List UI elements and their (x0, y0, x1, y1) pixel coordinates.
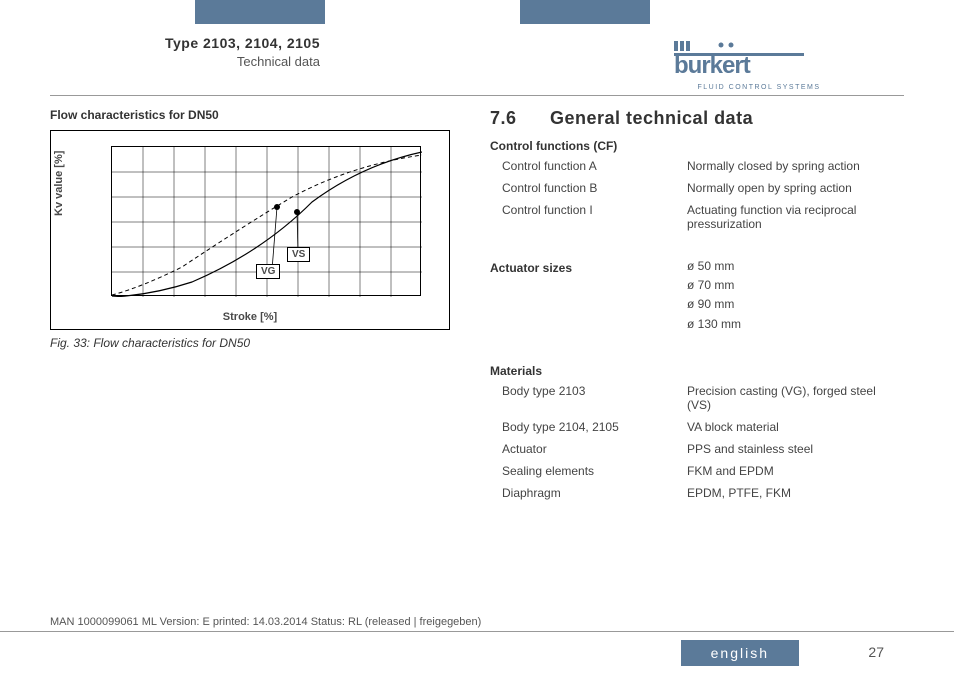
group-value: ø 50 mmø 70 mmø 90 mmø 130 mm (687, 257, 900, 334)
data-row: Control function ANormally closed by spr… (490, 159, 900, 173)
data-row: Body type 2104, 2105VA block material (490, 420, 900, 434)
section-heading: 7.6General technical data (490, 108, 900, 129)
data-value: Actuating function via reciprocal pressu… (687, 203, 900, 231)
data-key: Control function A (502, 159, 687, 173)
data-key: Body type 2103 (502, 384, 687, 412)
svg-text:burkert: burkert (674, 52, 751, 77)
data-row: Body type 2103Precision casting (VG), fo… (490, 384, 900, 412)
data-key: Actuator (502, 442, 687, 456)
group-title: Actuator sizes (490, 261, 687, 328)
burkert-logo-icon: burkert (674, 35, 844, 77)
data-value: Normally open by spring action (687, 181, 900, 195)
group-title: Materials (490, 364, 900, 378)
data-value: PPS and stainless steel (687, 442, 900, 456)
doc-type: Type 2103, 2104, 2105 (110, 35, 320, 51)
right-column: 7.6General technical data Control functi… (480, 108, 900, 526)
header: Type 2103, 2104, 2105 Technical data bur… (0, 35, 954, 90)
data-value: Precision casting (VG), forged steel (VS… (687, 384, 900, 412)
data-value: Normally closed by spring action (687, 159, 900, 173)
group-title: Control functions (CF) (490, 139, 900, 153)
flow-chart: Kv value [%] Stroke [%] VS VG (50, 130, 450, 330)
data-key: Sealing elements (502, 464, 687, 478)
data-row: Control function BNormally open by sprin… (490, 181, 900, 195)
vg-label: VG (256, 264, 280, 279)
left-column: Flow characteristics for DN50 Kv value [… (50, 108, 480, 526)
data-value: VA block material (687, 420, 900, 434)
top-accent-bars (0, 0, 954, 24)
header-rule (50, 95, 904, 96)
vs-label: VS (287, 247, 310, 262)
data-key: Body type 2104, 2105 (502, 420, 687, 434)
data-value: EPDM, PTFE, FKM (687, 486, 900, 500)
logo: burkert FLUID CONTROL SYSTEMS (674, 35, 844, 91)
data-value: FKM and EPDM (687, 464, 900, 478)
x-axis-label: Stroke [%] (223, 311, 277, 323)
chart-title: Flow characteristics for DN50 (50, 108, 480, 122)
footer-meta: MAN 1000099061 ML Version: E printed: 14… (50, 616, 481, 628)
accent-bar (195, 0, 325, 24)
doc-section: Technical data (110, 54, 320, 69)
data-key: Control function B (502, 181, 687, 195)
data-row: ActuatorPPS and stainless steel (490, 442, 900, 456)
logo-tagline: FLUID CONTROL SYSTEMS (674, 84, 844, 91)
data-row: Control function IActuating function via… (490, 203, 900, 231)
accent-bar (520, 0, 650, 24)
language-badge: english (681, 640, 799, 666)
header-text: Type 2103, 2104, 2105 Technical data (110, 35, 320, 69)
heading-number: 7.6 (490, 108, 550, 129)
heading-text: General technical data (550, 108, 753, 128)
page-number: 27 (868, 644, 884, 660)
data-key: Diaphragm (502, 486, 687, 500)
figure-caption: Fig. 33: Flow characteristics for DN50 (50, 336, 480, 350)
data-row: Sealing elementsFKM and EPDM (490, 464, 900, 478)
footer: english 27 (0, 631, 954, 673)
data-row: DiaphragmEPDM, PTFE, FKM (490, 486, 900, 500)
data-key: Control function I (502, 203, 687, 231)
content: Flow characteristics for DN50 Kv value [… (50, 108, 904, 526)
y-axis-label: Kv value [%] (53, 151, 65, 216)
